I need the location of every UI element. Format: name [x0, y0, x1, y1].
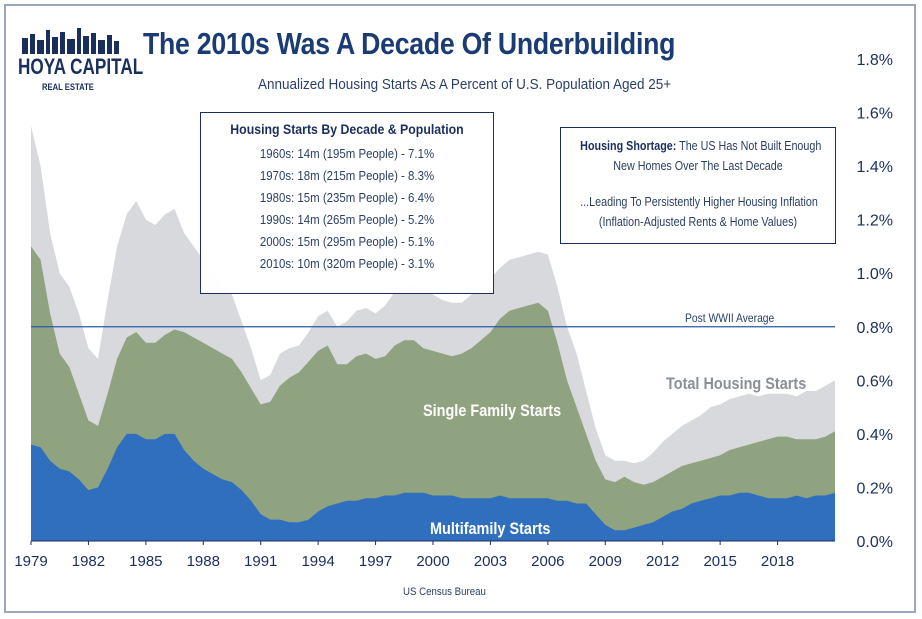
x-tick-label: 1994 [301, 553, 334, 570]
shortage-line-3: ...Leading To Persistently Higher Housin… [580, 195, 818, 209]
housing-shortage-box: Housing Shortage: The US Has Not Built E… [560, 127, 836, 244]
decade-summary-box: Housing Starts By Decade & Population 19… [200, 112, 494, 294]
decade-row: 1970s: 18m (215m People) - 8.3% [259, 168, 435, 183]
x-tick-label: 1997 [359, 553, 392, 570]
logo-name: HOYA CAPITAL [18, 54, 144, 79]
x-tick-label: 1985 [129, 553, 162, 570]
reference-line-label: Post WWII Average [685, 311, 775, 325]
y-tick-label: 1.2% [857, 213, 893, 230]
x-tick-label: 1988 [187, 553, 220, 570]
shortage-line-1: Housing Shortage: The US Has Not Built E… [580, 136, 821, 156]
y-tick-label: 1.4% [857, 159, 893, 176]
shortage-line-4: (Inflation-Adjusted Rents & Home Values) [598, 215, 798, 229]
decade-row: 1990s: 14m (265m People) - 5.2% [259, 212, 435, 227]
hoya-capital-logo: HOYA CAPITAL REAL ESTATE [18, 26, 143, 98]
x-tick-label: 1982 [72, 553, 105, 570]
y-tick-label: 0.6% [857, 373, 893, 390]
source-note: US Census Bureau [403, 586, 486, 598]
decade-row: 1960s: 14m (195m People) - 7.1% [259, 146, 435, 161]
y-tick-label: 1.0% [857, 266, 893, 283]
skyline-icon [22, 28, 119, 54]
decade-row: 2000s: 15m (295m People) - 5.1% [259, 234, 435, 249]
y-tick-label: 1.6% [857, 106, 893, 123]
shortage-line-2: New Homes Over The Last Decade [613, 159, 783, 173]
chart-subtitle: Annualized Housing Starts As A Percent o… [258, 76, 672, 93]
y-tick-label: 0.0% [857, 534, 893, 551]
chart-title: The 2010s Was A Decade Of Underbuilding [143, 26, 676, 61]
logo-subtitle: REAL ESTATE [42, 82, 94, 92]
x-tick-label: 2018 [761, 553, 794, 570]
x-tick-label: 2000 [416, 553, 449, 570]
series-label-total: Total Housing Starts [666, 374, 807, 393]
shortage-heading: Housing Shortage: [580, 139, 677, 153]
y-tick-label: 0.8% [857, 320, 893, 337]
x-tick-label: 2003 [474, 553, 507, 570]
y-tick-label: 1.8% [857, 52, 893, 69]
series-area-multifamily [31, 433, 835, 541]
x-tick-label: 2015 [703, 553, 736, 570]
x-tick-label: 2009 [589, 553, 622, 570]
x-tick-label: 1979 [14, 553, 47, 570]
decade-box-title: Housing Starts By Decade & Population [230, 121, 464, 137]
x-tick-label: 1991 [244, 553, 277, 570]
series-label-single-family: Single Family Starts [423, 401, 562, 420]
shortage-line-1-text: The US Has Not Built Enough [676, 139, 822, 153]
y-tick-label: 0.2% [857, 480, 893, 497]
series-label-multifamily: Multifamily Starts [430, 519, 551, 538]
series-area-single-family [31, 246, 835, 541]
decade-row: 1980s: 15m (235m People) - 6.4% [259, 190, 435, 205]
x-tick-label: 2006 [531, 553, 564, 570]
x-tick-label: 2012 [646, 553, 679, 570]
y-tick-label: 0.4% [857, 427, 893, 444]
decade-row: 2010s: 10m (320m People) - 3.1% [259, 256, 435, 271]
